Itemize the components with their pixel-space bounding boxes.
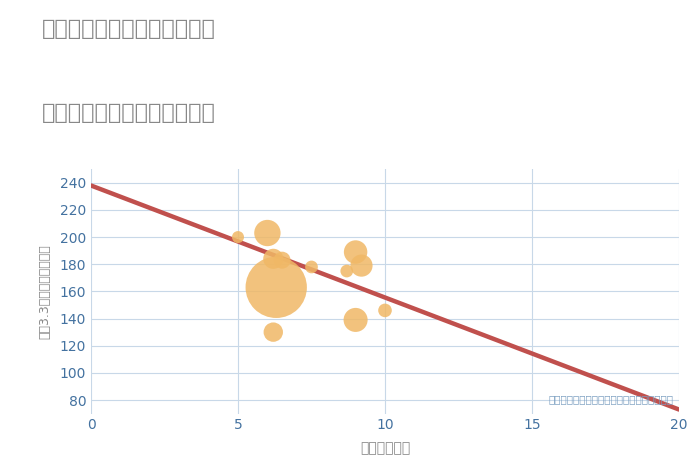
Point — [356, 262, 367, 269]
Point — [276, 257, 288, 264]
Y-axis label: 坪（3.3㎡）単価（万円）: 坪（3.3㎡）単価（万円） — [38, 244, 51, 339]
Point — [267, 255, 279, 263]
Point — [232, 233, 244, 241]
X-axis label: 駅距離（分）: 駅距離（分） — [360, 441, 410, 455]
Point — [350, 248, 361, 256]
Point — [267, 329, 279, 336]
Point — [271, 283, 282, 291]
Point — [306, 263, 317, 271]
Text: 駅距離別中古マンション価格: 駅距離別中古マンション価格 — [42, 103, 216, 124]
Text: 円の大きさは、取引のあった物件面積を示す: 円の大きさは、取引のあった物件面積を示す — [548, 394, 673, 404]
Text: 兵庫県西宮市甲子園五番町の: 兵庫県西宮市甲子園五番町の — [42, 19, 216, 39]
Point — [262, 229, 273, 237]
Point — [341, 267, 352, 275]
Point — [350, 316, 361, 324]
Point — [379, 306, 391, 314]
